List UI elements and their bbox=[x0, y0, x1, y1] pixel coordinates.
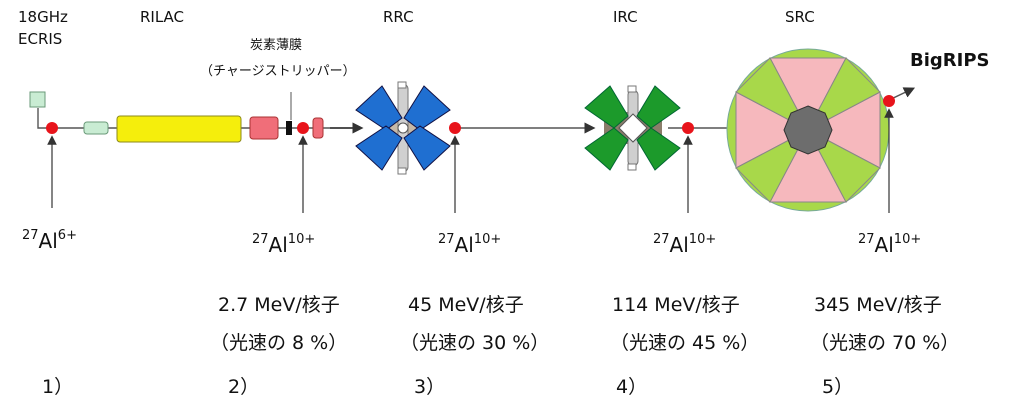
ion-label-5: 27Al10+ bbox=[858, 232, 922, 257]
ion-label-1: 27Al6+ bbox=[22, 228, 77, 253]
rrc-cyclotron bbox=[355, 81, 451, 175]
step-3: 3） bbox=[414, 376, 446, 398]
beam-markers bbox=[46, 95, 895, 134]
energy-5: 345 MeV/核子 bbox=[814, 294, 942, 316]
energy-3: 45 MeV/核子 bbox=[408, 294, 524, 316]
ecris-label-line2: ECRIS bbox=[18, 30, 63, 48]
step-5: 5） bbox=[822, 376, 854, 398]
rilac-booster bbox=[249, 116, 279, 140]
src-label: SRC bbox=[785, 8, 815, 26]
marker-5 bbox=[883, 95, 895, 107]
step-2: 2） bbox=[228, 376, 260, 398]
light-speed-5: （光速の 70 %） bbox=[810, 332, 960, 354]
src-cyclotron bbox=[726, 48, 890, 212]
rrc-label: RRC bbox=[383, 8, 414, 26]
stripper-element bbox=[312, 117, 324, 139]
ion-label-3: 27Al10+ bbox=[438, 232, 502, 257]
ecris-element bbox=[83, 121, 109, 135]
pointer-arrows bbox=[47, 108, 894, 213]
irc-cyclotron bbox=[584, 85, 681, 171]
rilac-label: RILAC bbox=[140, 8, 185, 26]
marker-2 bbox=[297, 122, 309, 134]
irc-label: IRC bbox=[613, 8, 638, 26]
rilac-linac bbox=[116, 115, 242, 143]
light-speed-2: （光速の 8 %） bbox=[210, 332, 348, 354]
marker-1 bbox=[46, 122, 58, 134]
marker-4 bbox=[682, 122, 694, 134]
ion-label-2: 27Al10+ bbox=[252, 232, 316, 257]
energy-2: 2.7 MeV/核子 bbox=[218, 294, 340, 316]
charge-stripper-foil bbox=[286, 121, 292, 135]
carbon-foil-label: 炭素薄膜 bbox=[250, 38, 303, 53]
ecris-label-line1: 18GHz bbox=[18, 8, 68, 26]
step-1: 1） bbox=[42, 376, 74, 398]
charge-stripper-label: （チャージストリッパー） bbox=[200, 64, 356, 79]
energy-4: 114 MeV/核子 bbox=[612, 294, 740, 316]
marker-3 bbox=[449, 122, 461, 134]
light-speed-4: （光速の 45 %） bbox=[610, 332, 760, 354]
ecris-source bbox=[29, 91, 46, 108]
bigrips-label: BigRIPS bbox=[910, 50, 990, 71]
light-speed-3: （光速の 30 %） bbox=[400, 332, 550, 354]
ion-label-4: 27Al10+ bbox=[653, 232, 717, 257]
step-4: 4） bbox=[616, 376, 648, 398]
